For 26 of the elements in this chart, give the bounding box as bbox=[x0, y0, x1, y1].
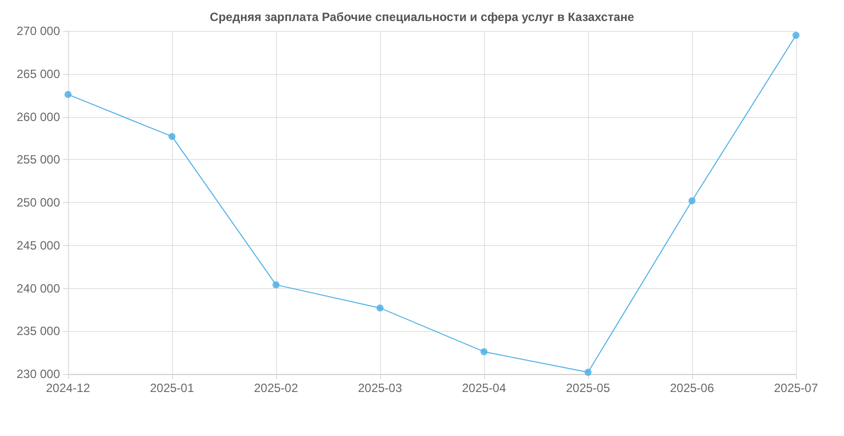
y-tick-label: 265 000 bbox=[16, 66, 60, 81]
y-tick-label: 230 000 bbox=[16, 367, 60, 381]
y-tick-label: 240 000 bbox=[16, 281, 60, 296]
point bbox=[64, 90, 72, 98]
y-tick-label: 245 000 bbox=[16, 238, 60, 252]
point bbox=[168, 132, 176, 140]
x-tick-label: 2024-12 bbox=[46, 381, 90, 395]
y-tick-label: 255 000 bbox=[16, 152, 60, 167]
point bbox=[480, 348, 488, 356]
y-tick-label: 235 000 bbox=[16, 324, 60, 338]
x-tick-label: 2025-02 bbox=[254, 381, 298, 395]
y-tick-label: 270 000 bbox=[16, 24, 60, 38]
point bbox=[688, 197, 696, 204]
x-tick-label: 2025-05 bbox=[566, 381, 610, 395]
chart-title: Средняя зарплата Рабочие специальности и сфера услуг в Казахстане bbox=[210, 10, 635, 24]
y-tick-label: 250 000 bbox=[16, 196, 60, 210]
point bbox=[272, 281, 280, 288]
x-tick-label: 2025-06 bbox=[670, 381, 714, 395]
x-tick-label: 2025-07 bbox=[774, 381, 818, 395]
point bbox=[584, 368, 592, 376]
x-tick-label: 2025-04 bbox=[462, 381, 506, 395]
point bbox=[376, 304, 384, 312]
x-tick-label: 2025-03 bbox=[358, 381, 402, 395]
point bbox=[792, 32, 800, 39]
y-tick-label: 260 000 bbox=[16, 110, 60, 124]
x-tick-label: 2025-01 bbox=[150, 381, 194, 395]
